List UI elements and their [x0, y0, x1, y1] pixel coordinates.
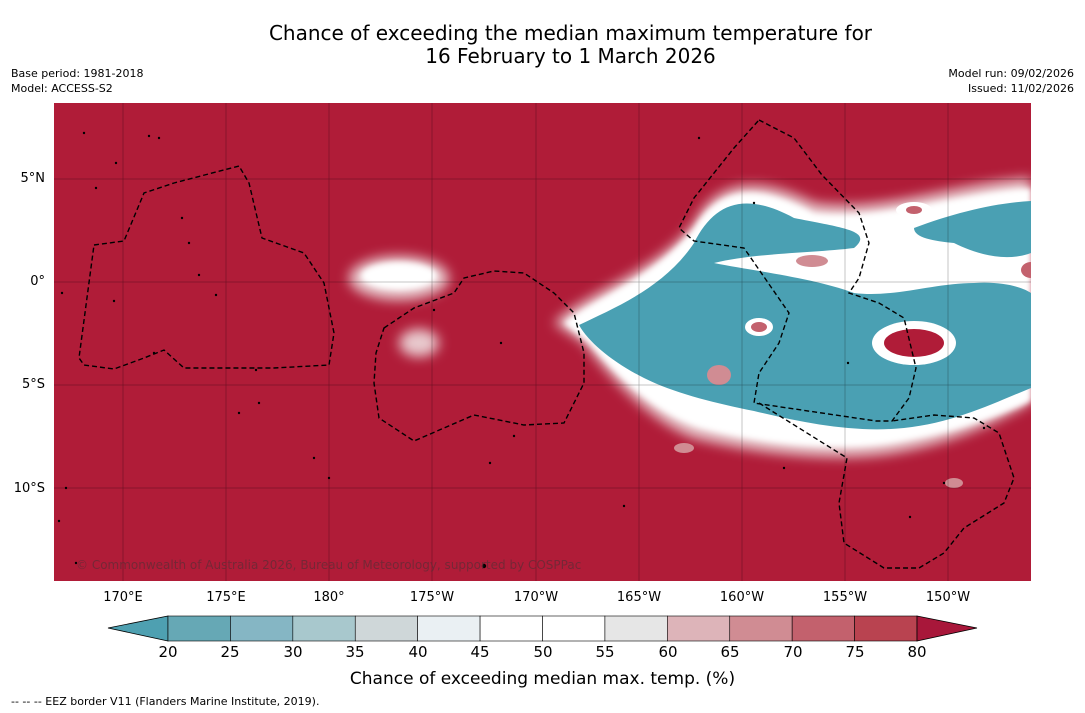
lon-label-180: 180°	[313, 590, 345, 605]
forecast-map	[54, 103, 1031, 581]
model-run: Model run: 09/02/2026	[948, 67, 1074, 80]
colorbar-tick-40: 40	[408, 643, 428, 661]
high-probability-islands	[674, 202, 1031, 488]
lon-label-160w: 160°W	[719, 590, 765, 605]
lon-label-165w: 165°W	[616, 590, 662, 605]
colorbar-segment	[230, 615, 294, 642]
colorbar-tick-45: 45	[470, 643, 490, 661]
chart-title: Chance of exceeding the median maximum t…	[28, 22, 1085, 68]
colorbar-segments	[167, 615, 918, 642]
colorbar-segment	[854, 615, 918, 642]
colorbar-tick-55: 55	[595, 643, 615, 661]
colorbar-segment	[479, 615, 543, 642]
colorbar	[107, 615, 978, 642]
colorbar-tick-75: 75	[845, 643, 865, 661]
title-line-2: 16 February to 1 March 2026	[425, 44, 716, 68]
meta-right: Model run: 09/02/2026 Issued: 11/02/2026	[948, 66, 1074, 96]
colorbar-tick-80: 80	[907, 643, 927, 661]
lon-label-175w: 175°W	[409, 590, 455, 605]
meta-left: Base period: 1981-2018 Model: ACCESS-S2	[11, 66, 143, 96]
colorbar-segment	[667, 615, 731, 642]
lat-label-0: 0°	[30, 274, 45, 289]
copyright-notice: © Commonwealth of Australia 2026, Bureau…	[76, 558, 582, 572]
colorbar-segment	[354, 615, 418, 642]
lat-label-10s: 10°S	[13, 481, 45, 496]
colorbar-segment	[791, 615, 855, 642]
colorbar-tick-20: 20	[158, 643, 178, 661]
gridlines	[54, 103, 1031, 581]
colorbar-tick-30: 30	[283, 643, 303, 661]
colorbar-tick-50: 50	[533, 643, 553, 661]
colorbar-tick-25: 25	[220, 643, 240, 661]
colorbar-over-arrow	[916, 615, 978, 642]
lon-label-155w: 155°W	[822, 590, 868, 605]
model-name: Model: ACCESS-S2	[11, 82, 113, 95]
colorbar-under-arrow	[107, 615, 169, 642]
colorbar-tick-70: 70	[783, 643, 803, 661]
lon-label-170w: 170°W	[513, 590, 559, 605]
base-period: Base period: 1981-2018	[11, 67, 144, 80]
colorbar-tick-60: 60	[658, 643, 678, 661]
colorbar-segment	[729, 615, 793, 642]
lon-label-170e: 170°E	[103, 590, 143, 605]
colorbar-segment	[542, 615, 606, 642]
eez-borders	[78, 119, 1015, 569]
colorbar-segment	[604, 615, 668, 642]
colorbar-label: Chance of exceeding median max. temp. (%…	[349, 669, 736, 689]
colorbar-tick-65: 65	[720, 643, 740, 661]
island-dots	[57, 131, 986, 569]
title-line-1: Chance of exceeding the median maximum t…	[268, 21, 873, 45]
colorbar-segment	[167, 615, 231, 642]
eez-legend-note: -- -- -- EEZ border V11 (Flanders Marine…	[11, 695, 320, 708]
colorbar-segment	[292, 615, 356, 642]
lon-label-175e: 175°E	[206, 590, 246, 605]
colorbar-tick-35: 35	[345, 643, 365, 661]
lat-label-5s: 5°S	[21, 377, 45, 392]
colorbar-segment	[417, 615, 481, 642]
lat-label-5n: 5°N	[20, 171, 46, 186]
low-probability-region	[579, 201, 1031, 430]
lon-label-150w: 150°W	[925, 590, 971, 605]
issued-date: Issued: 11/02/2026	[967, 82, 1074, 95]
